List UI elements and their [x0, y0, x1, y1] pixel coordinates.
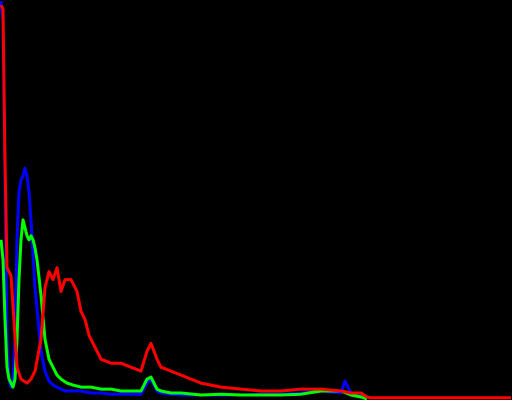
- series-line-1: [0, 218, 368, 400]
- series-line-2: [0, 4, 511, 400]
